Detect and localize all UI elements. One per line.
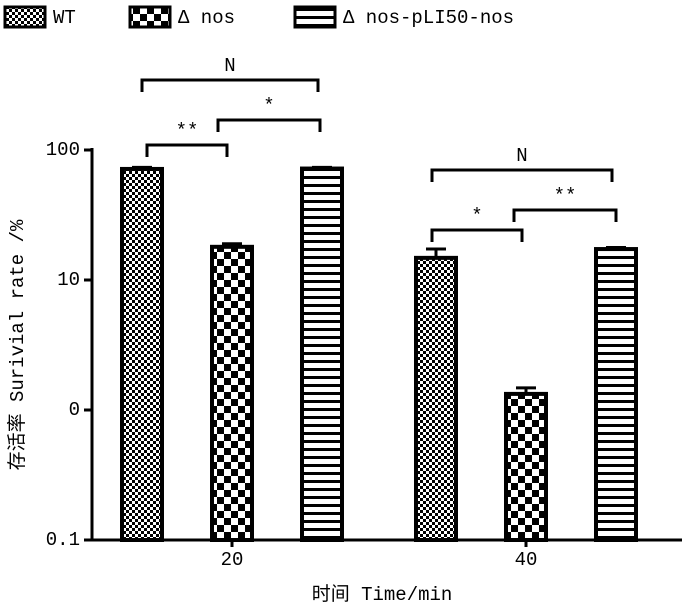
- significance-bracket: [140, 78, 320, 92]
- y-tick-label: 0.1: [46, 529, 80, 551]
- significance-label: N: [224, 55, 235, 77]
- legend-label: WT: [53, 7, 76, 29]
- x-tick-label: 20: [221, 549, 244, 571]
- x-axis-label: 时间 Time/min: [312, 583, 453, 606]
- legend-label: Δ nos: [178, 7, 235, 29]
- significance-label: **: [176, 120, 199, 142]
- y-tick-label: 0: [69, 399, 80, 421]
- bar: [210, 244, 254, 542]
- bar: [504, 391, 548, 542]
- y-axis-label: 存活率 Surivial rate /%: [6, 219, 29, 470]
- significance-bracket: [430, 168, 614, 182]
- significance-label: *: [471, 205, 482, 227]
- significance-bracket: [430, 228, 524, 242]
- significance-bracket: [512, 208, 618, 222]
- x-tick-label: 40: [515, 549, 538, 571]
- significance-bracket: [216, 118, 322, 132]
- legend-swatch: [3, 5, 47, 29]
- legend-label: Δ nos-pLI50-nos: [343, 7, 514, 29]
- significance-label: N: [516, 145, 527, 167]
- bar: [300, 166, 344, 542]
- bar: [120, 166, 164, 542]
- y-tick-label: 10: [57, 269, 80, 291]
- significance-label: *: [263, 95, 274, 117]
- legend-swatch: [128, 5, 172, 29]
- bar: [414, 255, 458, 542]
- y-tick-label: 100: [46, 139, 80, 161]
- significance-label: **: [554, 185, 577, 207]
- bar: [594, 247, 638, 542]
- significance-bracket: [145, 143, 229, 157]
- legend-swatch: [293, 5, 337, 29]
